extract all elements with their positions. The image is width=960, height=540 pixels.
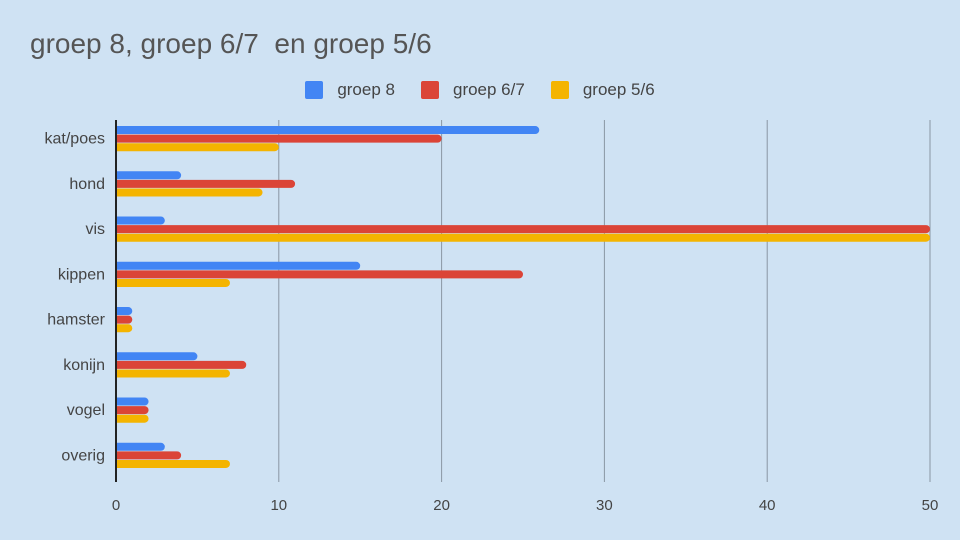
y-category-label: kippen (58, 266, 105, 283)
legend-item: groep 6/7 (420, 80, 525, 100)
x-tick-label: 0 (112, 497, 120, 514)
bar-groep-8-konijn (112, 352, 198, 361)
legend-swatch (305, 81, 324, 99)
y-category-label: konijn (63, 357, 105, 374)
legend-swatch (550, 81, 569, 99)
y-category-label: vogel (67, 402, 105, 419)
y-category-label: hamster (47, 312, 105, 329)
x-tick-label: 10 (270, 497, 287, 514)
legend-item: groep 5/6 (550, 80, 655, 100)
x-tick-label: 40 (759, 497, 776, 514)
bar-groep-6-7-kippen (112, 270, 523, 279)
bar-groep-8-overig (112, 442, 165, 451)
bar-groep-8-kippen (112, 261, 361, 270)
bar-groep-6-7-hamster (112, 315, 133, 324)
bar-groep-5-6-kippen (112, 278, 230, 287)
bar-groep-5-6-vis (112, 233, 930, 242)
legend-label: groep 8 (337, 80, 395, 99)
x-tick-label: 30 (596, 497, 613, 514)
y-category-label: vis (85, 221, 105, 238)
bar-groep-5-6-kat-poes (112, 143, 279, 152)
bar-groep-6-7-vogel (112, 406, 149, 415)
bar-groep-6-7-hond (112, 179, 296, 188)
y-category-label: kat/poes (45, 131, 105, 148)
bar-groep-8-hond (112, 171, 182, 180)
bar-groep-6-7-vis (112, 225, 930, 234)
bar-groep-5-6-overig (112, 459, 230, 468)
bar-groep-8-kat-poes (112, 126, 540, 135)
bar-groep-6-7-overig (112, 451, 182, 460)
chart-title: groep 8, groep 6/7 en groep 5/6 (30, 28, 432, 59)
bar-groep-6-7-konijn (112, 360, 247, 369)
x-tick-label: 20 (433, 497, 450, 514)
legend: groep 8 groep 6/7 groep 5/6 (0, 80, 960, 100)
x-tick-label: 50 (922, 497, 939, 514)
legend-label: groep 5/6 (582, 80, 655, 99)
axis-mask (0, 120, 115, 482)
bar-groep-8-vis (112, 216, 165, 225)
legend-item: groep 8 (305, 80, 395, 100)
bar-groep-5-6-hond (112, 188, 263, 197)
bar-groep-5-6-konijn (112, 369, 230, 378)
y-category-label: overig (61, 447, 105, 464)
bar-groep-5-6-vogel (112, 414, 149, 423)
legend-swatch (420, 81, 439, 99)
bar-groep-5-6-hamster (112, 324, 133, 333)
bar-groep-6-7-kat-poes (112, 134, 442, 143)
bar-groep-8-vogel (112, 397, 149, 406)
y-category-label: hond (69, 176, 105, 193)
bar-groep-8-hamster (112, 307, 133, 316)
legend-label: groep 6/7 (452, 80, 525, 99)
